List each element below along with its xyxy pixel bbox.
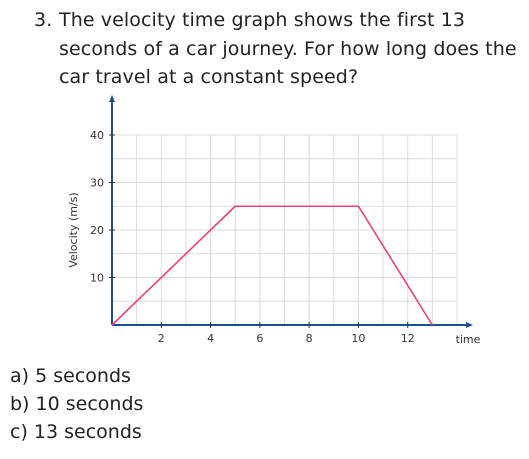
x-tick-label: 8	[306, 332, 313, 345]
x-tick-label: 6	[256, 332, 263, 345]
x-axis-label: time	[456, 333, 481, 346]
question: 3. The velocity time graph shows the fir…	[34, 6, 526, 92]
chart-series	[111, 205, 434, 326]
velocity-time-chart: 2 4 6 8 10 12 10 20 30 40 Velocity (m/s) time	[67, 95, 481, 346]
option-text: 13 seconds	[33, 421, 142, 443]
answer-options: a) 5 seconds b) 10 seconds c) 13 seconds	[10, 362, 143, 446]
chart-axes	[109, 95, 473, 328]
y-tick-label: 30	[90, 177, 104, 190]
x-axis-arrow	[466, 322, 473, 328]
chart-grid	[112, 134, 458, 325]
option-b[interactable]: b) 10 seconds	[10, 390, 143, 418]
option-letter: a)	[10, 365, 30, 387]
question-text: The velocity time graph shows the first …	[59, 9, 517, 88]
x-tick-label: 10	[351, 332, 365, 345]
option-c[interactable]: c) 13 seconds	[10, 418, 143, 446]
velocity-series-line	[111, 205, 434, 326]
question-number: 3.	[34, 9, 53, 31]
option-letter: b)	[10, 393, 30, 415]
option-a[interactable]: a) 5 seconds	[10, 362, 143, 390]
option-text: 10 seconds	[35, 393, 144, 415]
option-letter: c)	[10, 421, 28, 443]
chart-ticks: 2 4 6 8 10 12 10 20 30 40	[90, 129, 415, 345]
y-axis-label: Velocity (m/s)	[67, 192, 80, 267]
y-tick-label: 10	[90, 272, 104, 285]
option-text: 5 seconds	[35, 365, 131, 387]
y-tick-label: 20	[90, 224, 104, 237]
x-tick-label: 2	[158, 332, 165, 345]
y-tick-label: 40	[90, 129, 104, 142]
y-axis-arrow	[109, 95, 115, 102]
x-tick-label: 12	[401, 332, 415, 345]
x-tick-label: 4	[207, 332, 214, 345]
